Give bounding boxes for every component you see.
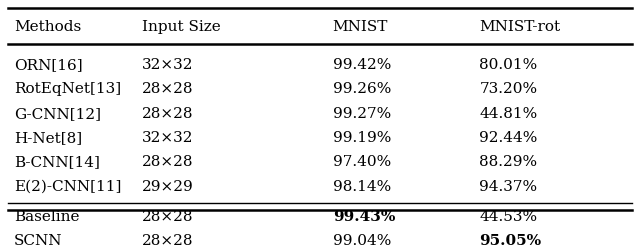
Text: 80.01%: 80.01% [479, 58, 538, 72]
Text: 32×32: 32×32 [141, 58, 193, 72]
Text: 99.04%: 99.04% [333, 234, 391, 247]
Text: 94.37%: 94.37% [479, 180, 538, 194]
Text: 99.43%: 99.43% [333, 210, 395, 224]
Text: B-CNN[14]: B-CNN[14] [14, 155, 100, 169]
Text: 73.20%: 73.20% [479, 82, 538, 96]
Text: 28×28: 28×28 [141, 82, 193, 96]
Text: 98.14%: 98.14% [333, 180, 391, 194]
Text: Methods: Methods [14, 20, 81, 34]
Text: 28×28: 28×28 [141, 234, 193, 247]
Text: MNIST: MNIST [333, 20, 388, 34]
Text: 28×28: 28×28 [141, 210, 193, 224]
Text: SCNN: SCNN [14, 234, 63, 247]
Text: 32×32: 32×32 [141, 131, 193, 145]
Text: ORN[16]: ORN[16] [14, 58, 83, 72]
Text: 99.27%: 99.27% [333, 107, 391, 121]
Text: H-Net[8]: H-Net[8] [14, 131, 83, 145]
Text: 29×29: 29×29 [141, 180, 193, 194]
Text: 44.81%: 44.81% [479, 107, 538, 121]
Text: 97.40%: 97.40% [333, 155, 391, 169]
Text: 88.29%: 88.29% [479, 155, 538, 169]
Text: 95.05%: 95.05% [479, 234, 541, 247]
Text: Baseline: Baseline [14, 210, 79, 224]
Text: 99.26%: 99.26% [333, 82, 391, 96]
Text: RotEqNet[13]: RotEqNet[13] [14, 82, 121, 96]
Text: 99.42%: 99.42% [333, 58, 391, 72]
Text: G-CNN[12]: G-CNN[12] [14, 107, 101, 121]
Text: Input Size: Input Size [141, 20, 220, 34]
Text: 28×28: 28×28 [141, 155, 193, 169]
Text: 92.44%: 92.44% [479, 131, 538, 145]
Text: 44.53%: 44.53% [479, 210, 538, 224]
Text: E(2)-CNN[11]: E(2)-CNN[11] [14, 180, 122, 194]
Text: 28×28: 28×28 [141, 107, 193, 121]
Text: 99.19%: 99.19% [333, 131, 391, 145]
Text: MNIST-rot: MNIST-rot [479, 20, 561, 34]
